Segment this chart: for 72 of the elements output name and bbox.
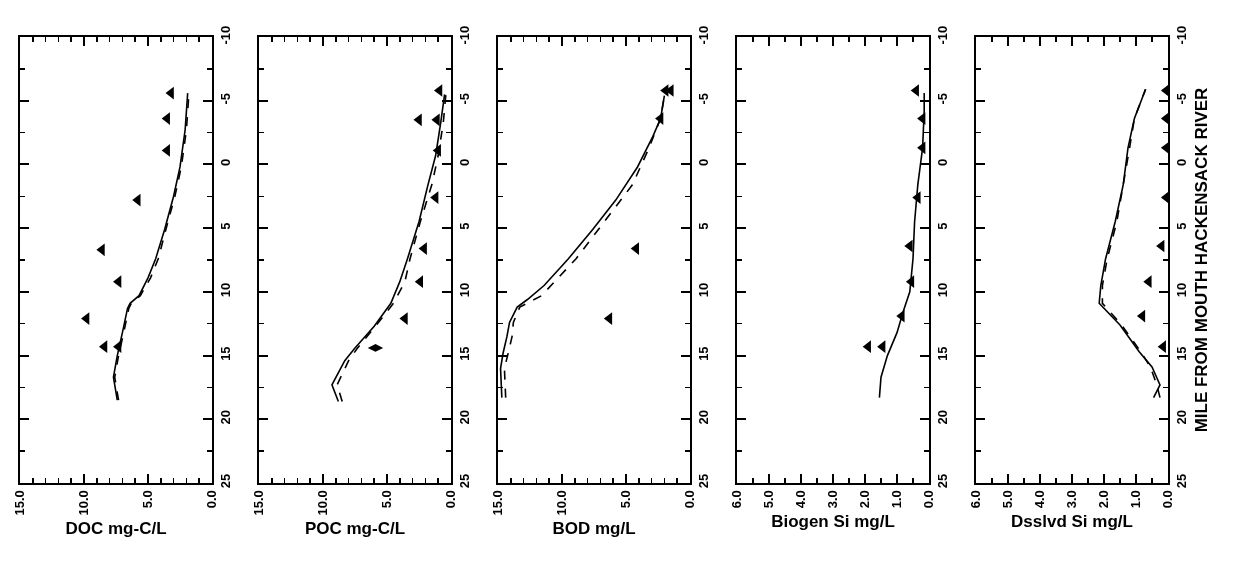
y-tick-label: 25	[456, 473, 472, 489]
x-tick-label: 15.0	[12, 490, 28, 516]
y-tick-label: 10	[217, 282, 233, 298]
y-tick-label: -10	[695, 25, 711, 45]
y-tick-label: 5	[1173, 222, 1189, 230]
y-tick-label: 25	[1173, 473, 1189, 489]
y-tick-label: 5	[217, 222, 233, 230]
x-tick-label: 0.0	[682, 490, 698, 509]
y-tick-label: -10	[456, 25, 472, 45]
x-tick-label: 5.0	[618, 490, 634, 509]
x-tick-label: 0.0	[204, 490, 220, 509]
y-tick-label: 10	[934, 282, 950, 298]
y-tick-label: 20	[456, 410, 472, 425]
x-tick-label: 5.0	[1000, 490, 1016, 509]
y-tick-label: 15	[456, 346, 472, 361]
x-tick-label: 4.0	[1032, 490, 1048, 509]
y-tick-label: 0	[456, 158, 472, 167]
x-axis-title: POC mg-C/L	[304, 519, 406, 539]
x-tick-label: 4.0	[793, 490, 809, 509]
y-tick-label: -5	[1173, 92, 1189, 105]
y-tick-label: -10	[934, 25, 950, 45]
x-tick-label: 2.0	[857, 490, 873, 509]
y-tick-label: 15	[934, 346, 950, 361]
y-tick-label: 0	[1173, 158, 1189, 167]
y-tick-label: 5	[934, 222, 950, 230]
x-tick-label: 10.0	[315, 490, 331, 516]
y-tick-label: 20	[217, 410, 233, 425]
x-tick-label: 0.0	[443, 490, 459, 509]
x-axis-title: DOC mg-C/L	[65, 519, 167, 539]
y-tick-label: 20	[934, 410, 950, 425]
y-tick-label: 25	[695, 473, 711, 489]
y-axis-title: MILE FROM MOUTH HACKENSACK RIVER	[1192, 87, 1212, 433]
x-tick-label: 5.0	[140, 490, 156, 509]
y-tick-label: -10	[217, 25, 233, 45]
x-tick-label: 5.0	[379, 490, 395, 509]
x-tick-label: 0.0	[1160, 490, 1176, 509]
x-axis-title: BOD mg/L	[552, 519, 636, 539]
x-tick-label: 1.0	[889, 490, 905, 509]
y-tick-label: 15	[1173, 346, 1189, 361]
y-tick-label: 15	[695, 346, 711, 361]
y-tick-label: 20	[1173, 410, 1189, 425]
y-tick-label: -5	[695, 92, 711, 105]
y-tick-label: -5	[217, 92, 233, 105]
x-tick-label: 2.0	[1096, 490, 1112, 509]
y-tick-label: -5	[456, 92, 472, 105]
x-tick-label: 0.0	[921, 490, 937, 509]
x-tick-label: 15.0	[251, 490, 267, 516]
x-tick-label: 3.0	[1064, 490, 1080, 509]
x-tick-label: 5.0	[761, 490, 777, 509]
y-tick-label: 10	[456, 282, 472, 298]
y-tick-label: 10	[1173, 282, 1189, 298]
x-tick-label: 6.0	[729, 490, 745, 509]
x-tick-label: 15.0	[490, 490, 506, 516]
y-tick-label: 5	[456, 222, 472, 230]
y-tick-label: 25	[934, 473, 950, 489]
y-tick-label: -5	[934, 92, 950, 105]
x-tick-label: 10.0	[76, 490, 92, 516]
y-tick-label: 0	[934, 158, 950, 167]
x-tick-label: 6.0	[968, 490, 984, 509]
x-axis-title: Dsslvd Si mg/L	[1011, 512, 1133, 532]
x-axis-title: Biogen Si mg/L	[771, 512, 895, 532]
y-tick-label: 20	[695, 410, 711, 425]
y-tick-label: -10	[1173, 25, 1189, 45]
y-tick-label: 0	[695, 158, 711, 167]
y-tick-label: 10	[695, 282, 711, 298]
y-tick-label: 15	[217, 346, 233, 361]
y-tick-label: 25	[217, 473, 233, 489]
x-tick-label: 10.0	[554, 490, 570, 516]
y-tick-label: 0	[217, 158, 233, 167]
x-tick-label: 3.0	[825, 490, 841, 509]
x-tick-label: 1.0	[1128, 490, 1144, 509]
y-tick-label: 5	[695, 222, 711, 230]
